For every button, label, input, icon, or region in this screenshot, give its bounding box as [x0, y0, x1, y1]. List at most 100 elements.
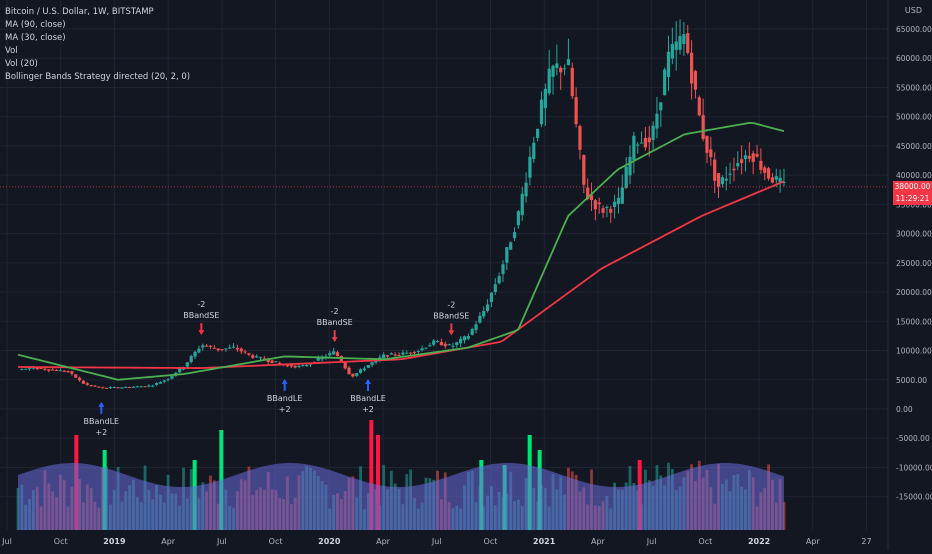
candle-body [35, 367, 39, 370]
candle-body [224, 348, 228, 350]
short-signal-arrow [198, 323, 205, 336]
candle-body [613, 201, 617, 208]
candle-body [151, 385, 155, 387]
y-tick-label: 20000.00 [896, 288, 932, 297]
candle-body [770, 177, 775, 183]
candle-body [27, 368, 32, 370]
candle-body [466, 336, 470, 339]
candle-body [493, 284, 497, 292]
candle-body [128, 387, 132, 389]
volume-spike [369, 420, 374, 530]
candle-body [185, 362, 189, 367]
candle-body [382, 354, 386, 359]
candle-body [351, 373, 355, 377]
candle-body [578, 126, 582, 150]
candle-body [385, 355, 390, 357]
candle-body [616, 197, 621, 205]
candle-body [201, 345, 205, 348]
candle-body [220, 349, 224, 351]
legend-item-vol20[interactable]: Vol (20) [5, 59, 38, 69]
candle-body [562, 68, 567, 70]
candle-body [439, 341, 444, 346]
candle-body [405, 352, 409, 354]
candle-body [574, 97, 578, 125]
candle-body [459, 338, 463, 344]
x-tick-label: Oct [269, 537, 283, 546]
candle-body [147, 385, 151, 387]
candle-body [278, 362, 282, 364]
x-tick-label: Jul [431, 537, 442, 546]
candle-body [509, 242, 513, 250]
signal-qty: -2 [447, 300, 455, 309]
candle-body [551, 65, 555, 77]
candle-body [651, 125, 655, 140]
legend-item-bbands[interactable]: Bollinger Bands Strategy directed (20, 2… [5, 72, 191, 82]
candle-body [120, 387, 124, 389]
candle-body [243, 351, 247, 353]
candle-body [485, 304, 490, 311]
candle-body [393, 354, 397, 356]
candle-body [247, 353, 251, 355]
candle-body [728, 173, 732, 175]
candle-body [528, 156, 532, 178]
x-tick-label: Jul [216, 537, 227, 546]
candle-body [547, 68, 551, 94]
candle-body [285, 365, 290, 367]
candle-body [135, 386, 139, 388]
candle-body [416, 351, 420, 353]
volume-pane [16, 420, 786, 530]
x-tick-label: 2021 [533, 537, 556, 546]
candle-body [474, 324, 478, 330]
candle-body [512, 232, 517, 239]
candle-body [747, 155, 751, 159]
signal-label: BBandSE [317, 318, 353, 327]
candle-body [447, 344, 451, 346]
signal-label: BBandLE [267, 394, 303, 403]
strategy-signal-short: -2 BBandSE [433, 300, 469, 336]
y-tick-label: 10000.00 [896, 347, 932, 356]
candle-body [435, 341, 440, 343]
legend-item-ma30[interactable]: MA (30, close) [5, 33, 66, 43]
signal-label: BBandLE [350, 394, 386, 403]
candle-body [370, 362, 374, 365]
candle-body [178, 368, 182, 373]
candle-body [609, 208, 613, 213]
candle-body [501, 264, 505, 275]
ma30-line [17, 121, 785, 381]
candle-body [740, 159, 744, 164]
candle-body [462, 336, 467, 341]
candle-body [536, 128, 540, 138]
y-tick-label: 45000.00 [896, 142, 932, 151]
candle-body [189, 356, 193, 363]
legend-item-vol[interactable]: Vol [5, 46, 18, 56]
signal-qty: +2 [95, 428, 107, 437]
legend-item-ma90[interactable]: MA (90, close) [5, 20, 66, 30]
candle-body [139, 386, 143, 388]
candle-body [597, 202, 601, 205]
candle-body [112, 387, 116, 389]
candle-body [162, 380, 166, 382]
legend-title[interactable]: Bitcoin / U.S. Dollar, 1W, BITSTAMP [5, 7, 154, 17]
candle-body [193, 351, 197, 357]
candle-body [24, 368, 28, 370]
candle-body [666, 51, 671, 77]
candle-body [154, 383, 159, 385]
candle-body [328, 353, 332, 356]
candle-body [66, 371, 70, 373]
candle-body [158, 382, 163, 384]
y-tick-label: 0.00 [896, 405, 913, 414]
bar-countdown: 11:29:21 [895, 194, 930, 203]
x-tick-label: Jul [646, 537, 657, 546]
candle-body [104, 387, 109, 389]
candle-body [655, 113, 659, 129]
signal-qty: -2 [331, 307, 339, 316]
candle-body [347, 367, 351, 375]
volume-bar [782, 501, 786, 530]
candle-body [716, 173, 721, 187]
candle-body [293, 365, 297, 368]
grid-lines [0, 0, 888, 530]
y-tick-label: 40000.00 [896, 171, 932, 180]
candle-body [659, 102, 663, 111]
